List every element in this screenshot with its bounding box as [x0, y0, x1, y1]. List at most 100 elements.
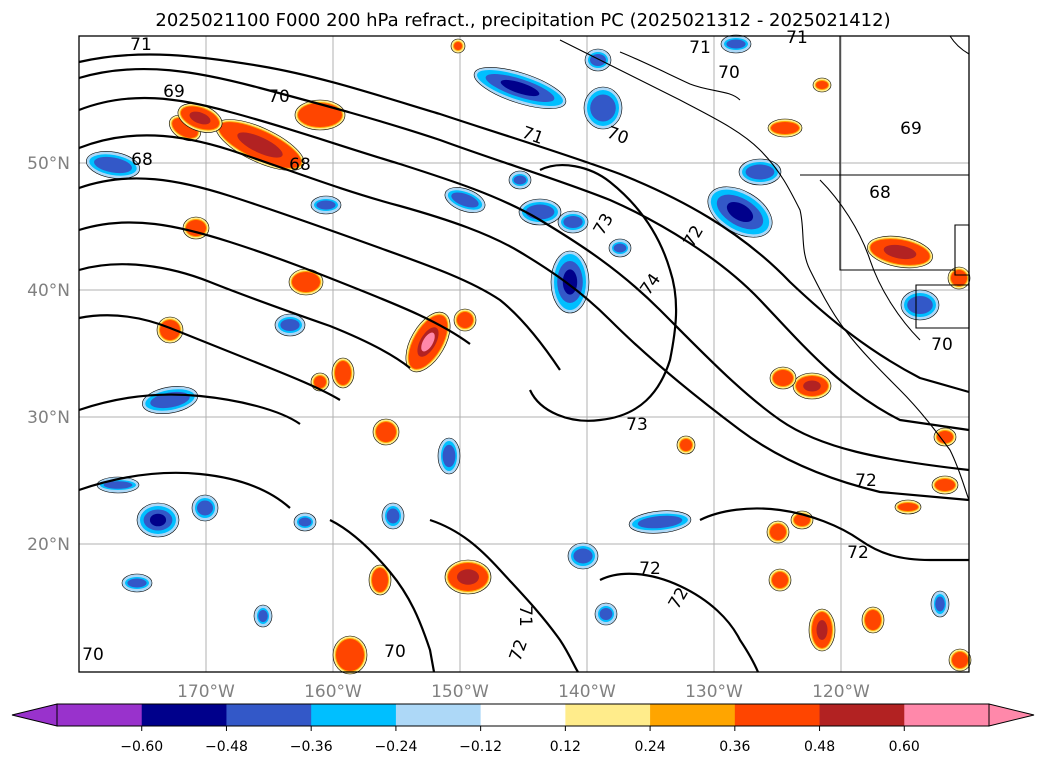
refractivity-contour-line: [78, 67, 970, 432]
precip-area-positive: [177, 103, 223, 133]
colorbar-extend-right: [988, 703, 1035, 727]
coastline: [839, 36, 955, 271]
contour-label: 71: [130, 35, 152, 55]
longitude-label: 140°W: [558, 682, 616, 702]
precip-area-positive: [182, 216, 210, 240]
precip-area-negative: [900, 289, 940, 321]
precip-area-positive: [808, 608, 836, 652]
precip-area-positive: [453, 308, 477, 332]
colorbar-tick-label: 0.36: [719, 739, 750, 755]
colorbar-bin: [57, 704, 143, 726]
colorbar-bin: [395, 704, 482, 726]
contour-label: 71: [689, 38, 711, 58]
colorbar-tick-label: −0.12: [459, 739, 502, 755]
precip-area-negative: [583, 86, 623, 130]
contour-label: 69: [163, 82, 185, 102]
colorbar-tick-label: 0.60: [889, 739, 920, 755]
colorbar: [11, 703, 1035, 727]
contour-label: 68: [131, 150, 153, 170]
precip-area-negative: [584, 48, 612, 72]
precip-area-positive: [792, 372, 832, 400]
precip-area-positive: [368, 564, 392, 596]
refractivity-contour-line: [78, 314, 341, 401]
precip-area-negative: [508, 170, 532, 190]
latitude-label: 20°N: [27, 535, 70, 555]
contour-label: 70: [718, 63, 740, 83]
latitude-label: 30°N: [27, 408, 70, 428]
contour-label: 70: [931, 335, 953, 355]
colorbar-bin: [904, 704, 990, 726]
refractivity-contours: [78, 53, 970, 673]
precip-area-positive: [769, 366, 797, 390]
precip-area-positive: [288, 268, 324, 296]
colorbar-tick-label: −0.36: [290, 739, 333, 755]
precip-area-positive: [444, 559, 492, 595]
precip-area-positive: [933, 427, 957, 447]
contour-label: 68: [289, 155, 311, 175]
colorbar-tick-label: 0.48: [804, 739, 835, 755]
refractivity-contour-line: [599, 572, 760, 673]
precip-area-positive: [931, 475, 959, 495]
precip-area-positive: [894, 499, 922, 515]
precip-area-negative: [437, 437, 461, 475]
precip-area-negative: [930, 590, 950, 618]
precip-area-positive: [331, 357, 355, 389]
precip-area-negative: [557, 210, 589, 234]
coastline: [949, 35, 970, 55]
colorbar-bin: [650, 704, 736, 726]
precip-area-negative: [274, 313, 306, 337]
coastline: [559, 39, 970, 501]
colorbar-tick-label: −0.60: [120, 739, 163, 755]
precipitation-fill-areas: [86, 34, 972, 675]
contour-label: 70: [82, 645, 104, 665]
colorbar-bin: [226, 704, 312, 726]
colorbar-bin: [311, 704, 397, 726]
colorbar-tick-label: 0.12: [550, 739, 581, 755]
precip-area-negative: [608, 238, 632, 258]
contour-label: 73: [626, 415, 648, 435]
colorbar-tick-label: −0.24: [374, 739, 417, 755]
refractivity-contour-line: [78, 393, 301, 425]
precip-area-negative: [381, 502, 405, 530]
precip-area-negative: [121, 573, 153, 593]
precip-area-positive: [372, 418, 400, 446]
refractivity-contour-line: [699, 507, 969, 562]
latitude-label: 40°N: [27, 281, 70, 301]
colorbar-tick-labels: −0.60 −0.48 −0.36 −0.24 −0.12 0.12 0.24 0.36 0.4…: [120, 726, 920, 755]
latitude-label: 50°N: [27, 154, 70, 174]
precip-area-negative: [310, 195, 342, 215]
precip-area-positive: [332, 635, 368, 675]
precip-area-negative: [628, 510, 692, 534]
precip-area-negative: [567, 542, 599, 570]
coastline: [619, 51, 741, 101]
colorbar-extend-left: [11, 703, 58, 727]
coastlines-and-borders: [559, 35, 970, 501]
gridlines: [79, 36, 969, 672]
refractivity-contour-line: [78, 134, 970, 502]
refractivity-contour-line: [78, 263, 411, 369]
colorbar-bin: [734, 704, 821, 726]
contour-label: 70: [384, 642, 406, 662]
colorbar-bin: [480, 704, 566, 726]
precip-area-positive: [676, 435, 696, 455]
refractivity-contour-line: [78, 471, 291, 509]
colorbar-bin: [565, 704, 651, 726]
refractivity-contour-line: [78, 53, 970, 394]
precip-area-positive: [215, 119, 305, 171]
precip-area-positive: [768, 568, 792, 592]
longitude-label: 150°W: [431, 682, 489, 702]
longitude-label: 160°W: [304, 682, 362, 702]
contour-label: 71: [786, 28, 808, 48]
precip-area-positive: [766, 520, 790, 544]
contour-label: 69: [900, 119, 922, 139]
precip-area-negative: [594, 602, 618, 626]
longitude-label: 170°W: [177, 682, 235, 702]
refractivity-contour-line: [78, 221, 471, 345]
precip-area-positive: [948, 648, 972, 672]
precip-area-negative: [444, 187, 486, 213]
precip-area-positive: [450, 38, 466, 54]
coastline: [819, 179, 921, 341]
precip-area-positive: [405, 311, 451, 373]
